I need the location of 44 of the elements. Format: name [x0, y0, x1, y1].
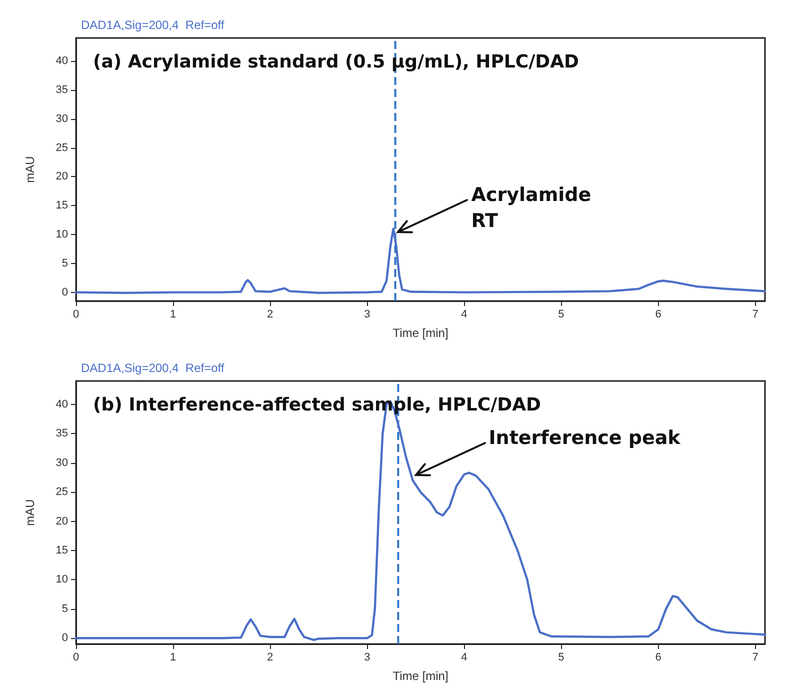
x-tick-label: 2 — [267, 308, 274, 320]
y-tick-label: 35 — [56, 428, 68, 440]
y-tick-label: 25 — [56, 486, 68, 498]
y-tick-label: 40 — [56, 55, 68, 68]
x-axis-title: Time [min] — [392, 326, 448, 340]
x-tick-label: 6 — [655, 308, 662, 320]
y-axis-title: mAU — [23, 499, 37, 526]
x-tick-label: 5 — [558, 652, 564, 664]
text: (a) Acrylamide standard (0.5 µg/mL), HPLC/DAD — [93, 52, 579, 72]
x-tick-label: 1 — [170, 652, 176, 664]
y-tick-label: 35 — [56, 84, 68, 96]
chart-subtitle: DAD1A,Sig=200,4 Ref=off — [81, 361, 225, 375]
y-axis-title: mAU — [23, 156, 37, 183]
y-tick-label: 20 — [56, 515, 68, 528]
y-tick-label: 10 — [56, 228, 68, 241]
y-tick-label: 15 — [56, 200, 68, 212]
x-tick-label: 4 — [461, 652, 468, 664]
y-tick-label: 5 — [62, 257, 68, 270]
x-axis-title: Time [min] — [392, 669, 448, 683]
y-tick-label: 10 — [56, 574, 68, 586]
annotation: Acrylamide RT — [471, 182, 592, 234]
y-tick-label: 25 — [56, 142, 68, 154]
x-tick-label: 7 — [752, 652, 758, 664]
x-tick-label: 0 — [72, 652, 80, 664]
line-series — [74, 228, 766, 294]
y-tick-label: 20 — [56, 170, 68, 183]
x-tick-label: 1 — [170, 308, 176, 320]
x-tick-label: 6 — [655, 652, 662, 664]
chart-subtitle: DAD1A,Sig=200,4 Ref=off — [81, 18, 225, 32]
x-tick-label: 2 — [267, 652, 274, 664]
y-tick-label: 40 — [56, 398, 68, 410]
x-tick-label: 0 — [72, 308, 80, 320]
x-tick-label: 3 — [364, 308, 370, 320]
x-tick-label: 3 — [364, 652, 370, 664]
x-tick-label: 5 — [558, 308, 564, 320]
y-tick-label: 15 — [56, 544, 68, 556]
x-tick-label: 7 — [752, 308, 758, 320]
x-tick-label: 4 — [461, 308, 468, 320]
y-tick-label: 5 — [62, 602, 68, 615]
y-tick-label: 30 — [56, 456, 68, 469]
y-tick-label: 0 — [62, 286, 68, 298]
annotation: Interference peak — [488, 426, 680, 450]
y-tick-label: 0 — [62, 632, 68, 644]
y-tick-label: 30 — [56, 112, 68, 125]
